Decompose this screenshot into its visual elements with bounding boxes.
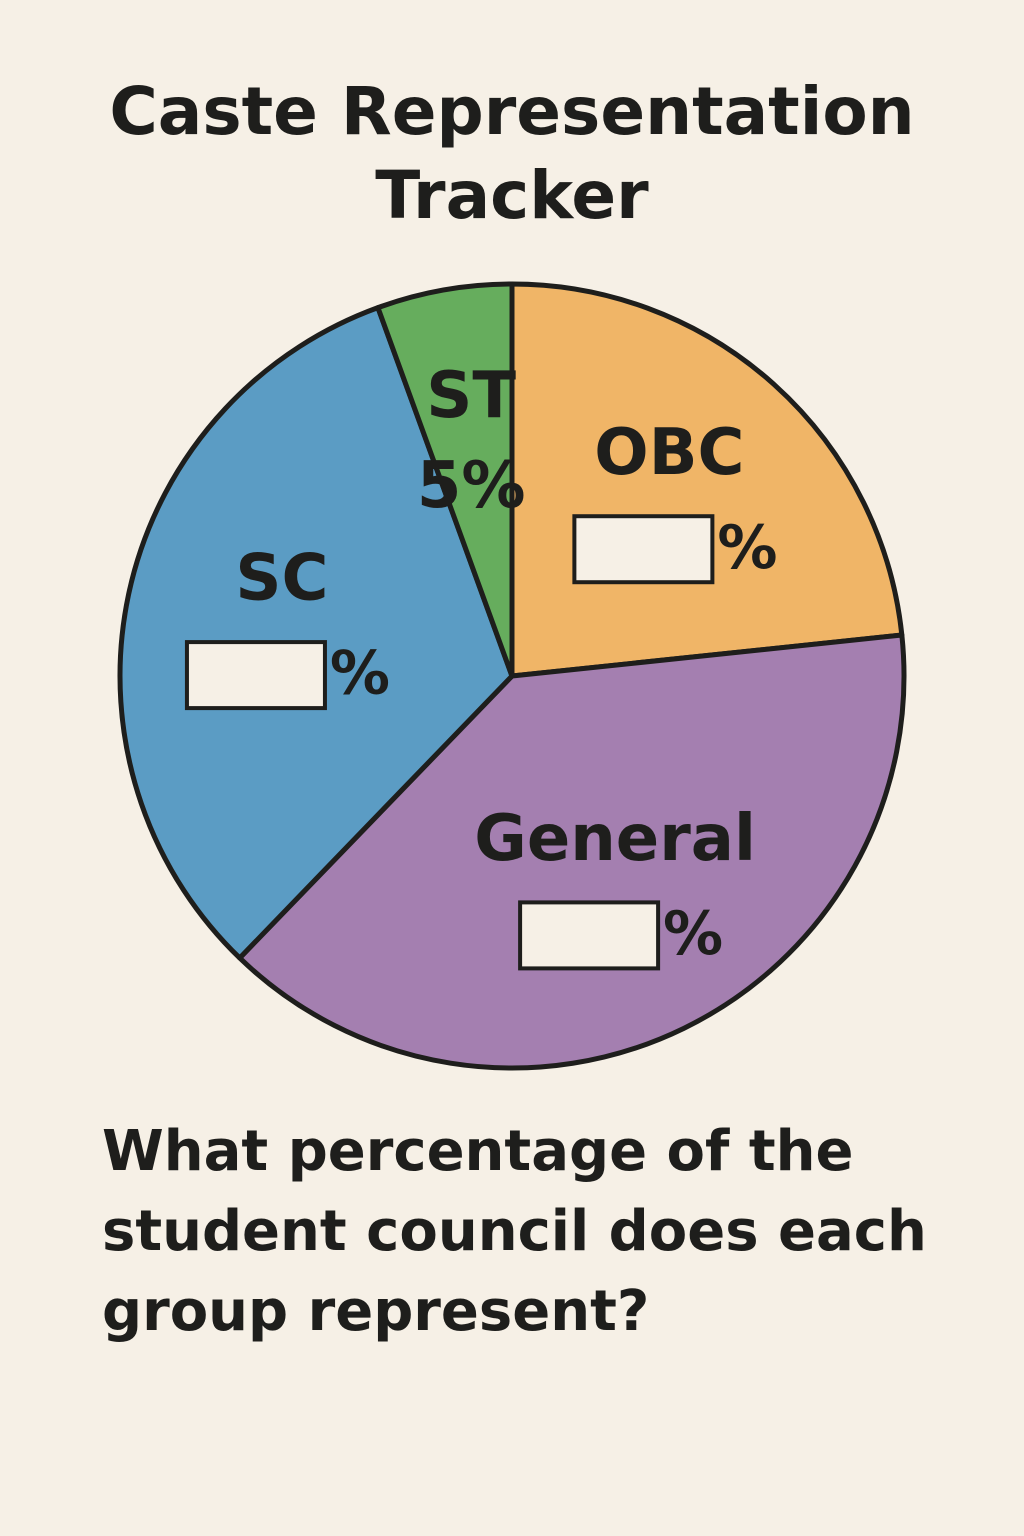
title-wrap: Caste Representation Tracker — [0, 70, 1024, 238]
pie-slice — [237, 632, 907, 1071]
pie-slice — [117, 305, 515, 961]
answer-box — [184, 640, 327, 711]
chart: OBC%General%SC%ST5% — [117, 281, 907, 1071]
pie-slice — [375, 281, 515, 679]
percent-sign: % — [663, 899, 723, 969]
value-label: 5% — [417, 449, 526, 523]
chart-title: Caste Representation Tracker — [109, 73, 915, 234]
slice-label: OBC — [594, 416, 744, 490]
slice-label: General — [474, 802, 756, 876]
question: What percentage of the student council d… — [102, 1119, 927, 1344]
answer-box — [518, 900, 661, 971]
percent-sign: % — [717, 513, 777, 583]
answer-box — [572, 514, 715, 585]
percent-sign: % — [330, 639, 390, 709]
slice-label: SC — [235, 542, 328, 616]
slice-label: ST — [426, 359, 516, 433]
